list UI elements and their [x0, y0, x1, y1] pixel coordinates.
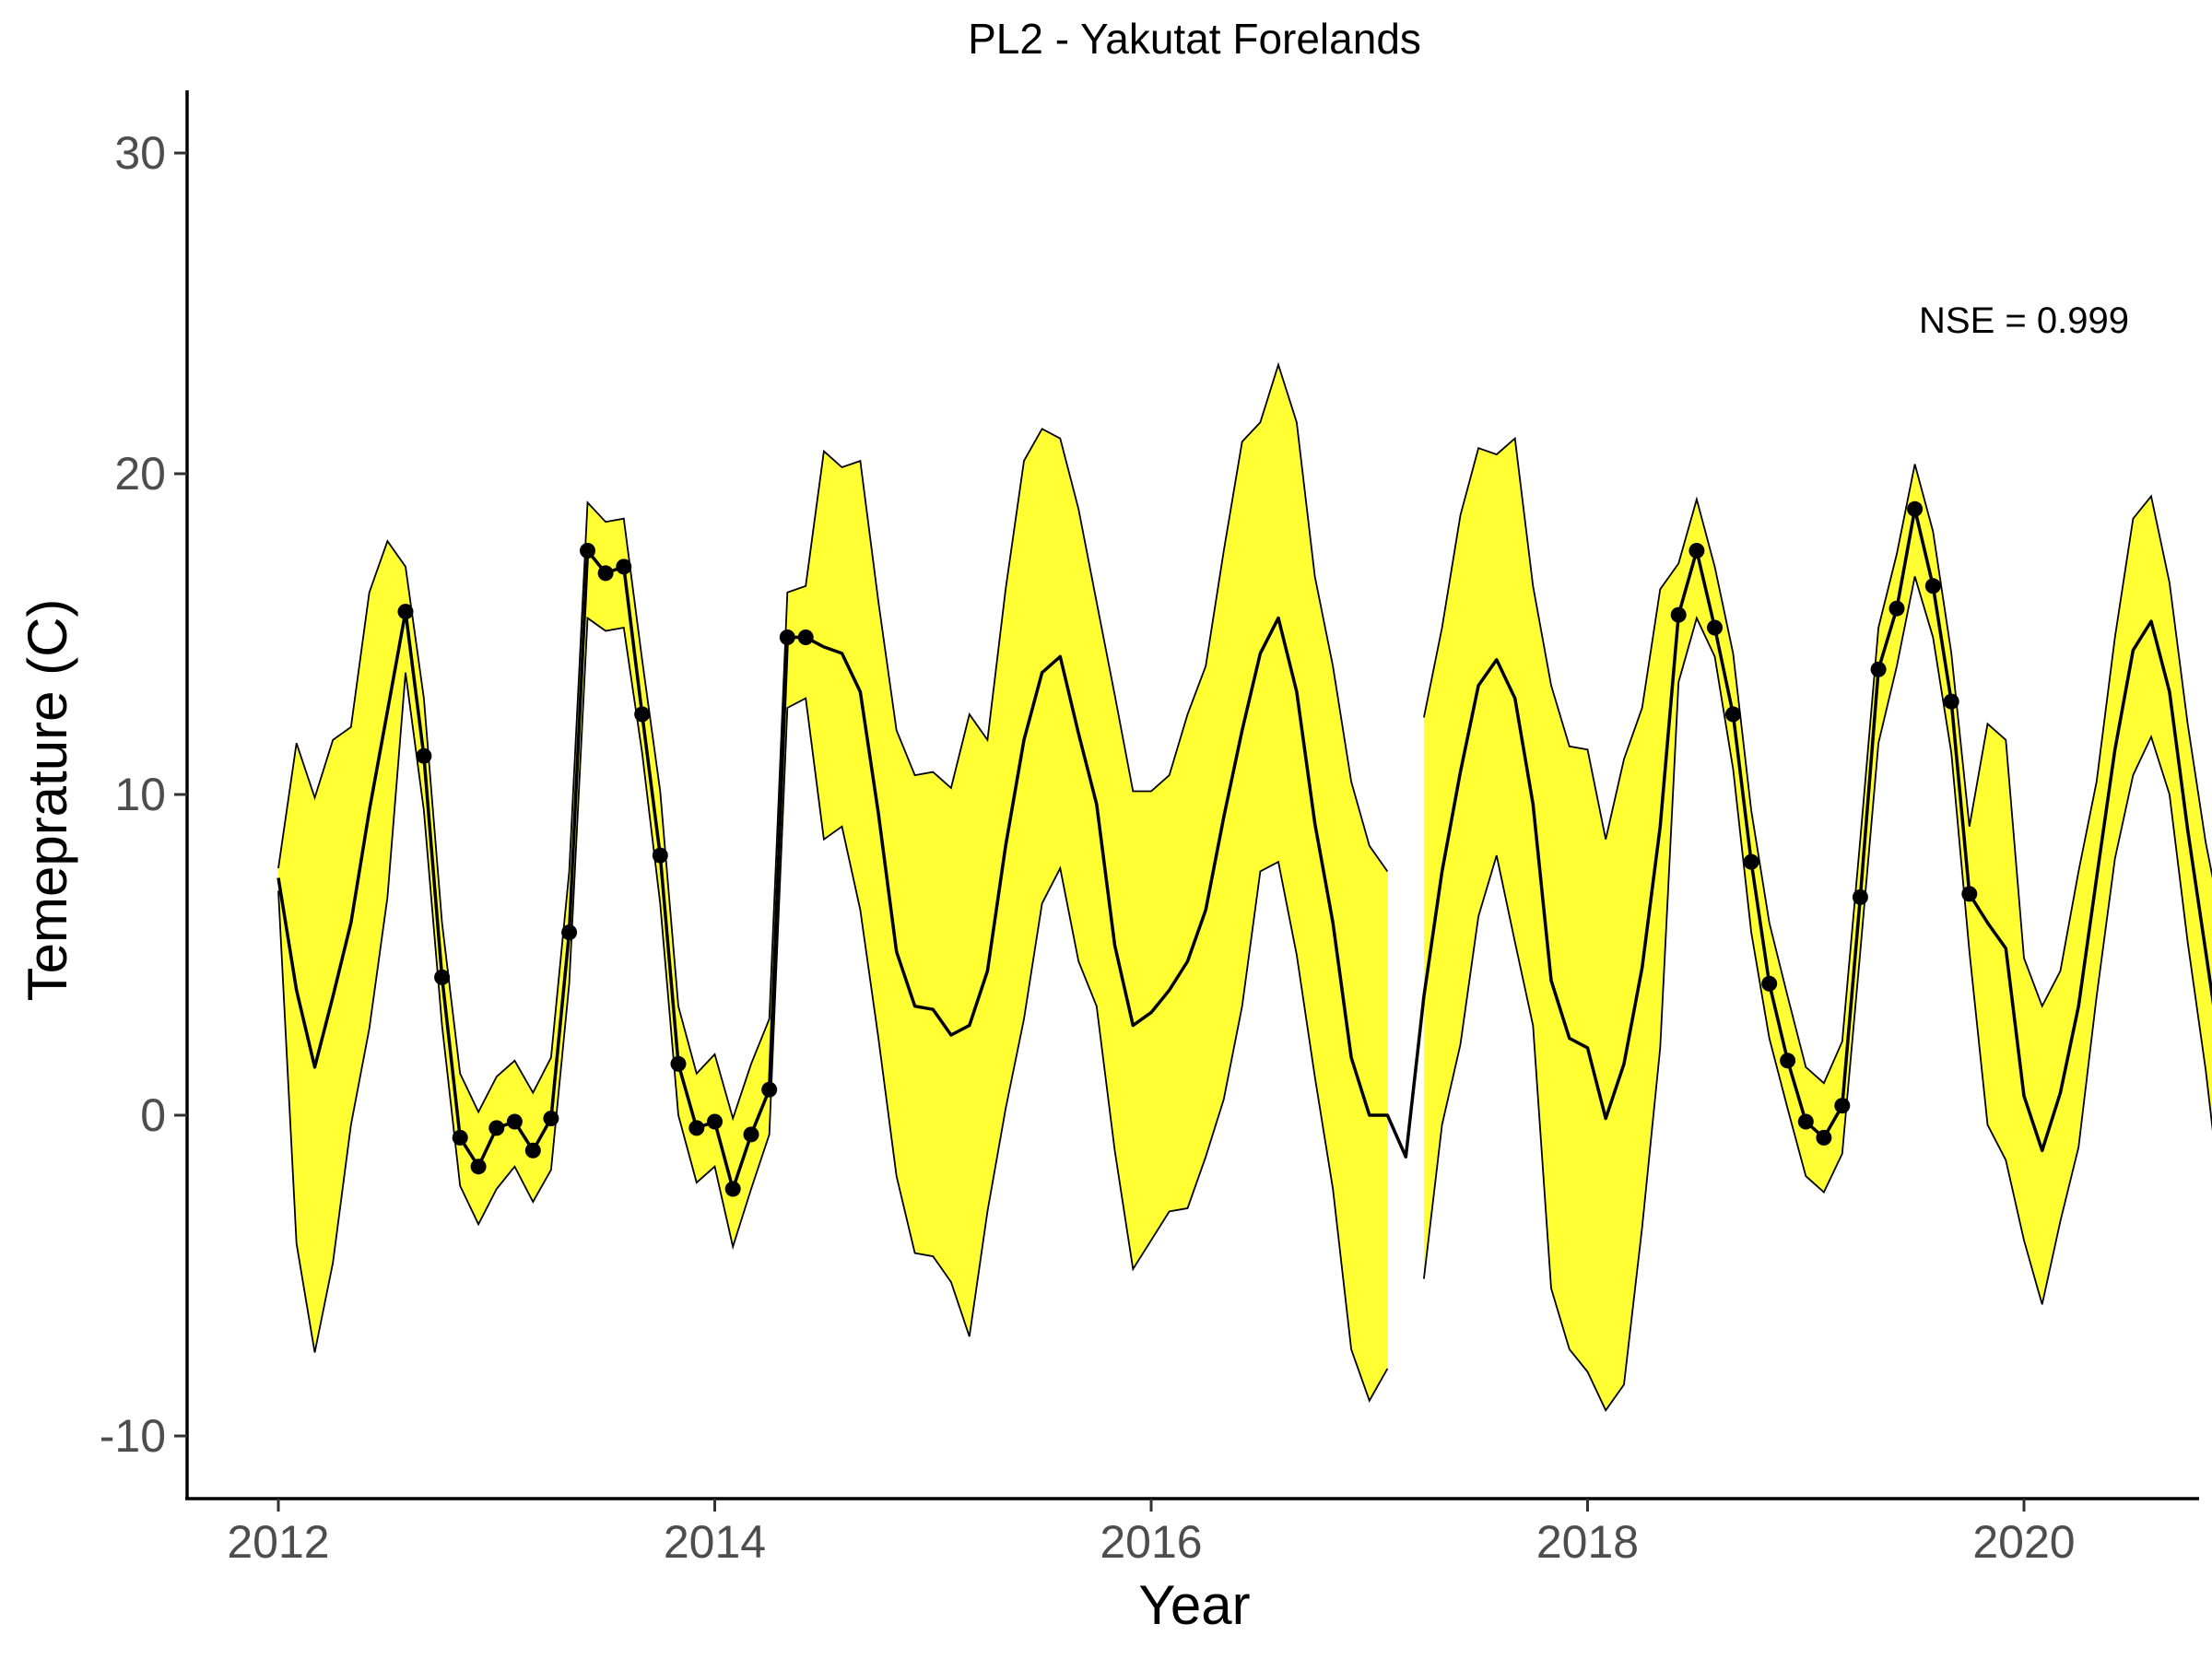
observed-point	[561, 924, 578, 941]
x-axis-title: Year	[1138, 1574, 1250, 1636]
y-tick-label: 0	[140, 1089, 166, 1141]
nse-annotation: NSE = 0.999	[1919, 300, 2129, 341]
observed-point	[670, 1055, 687, 1072]
x-tick-label: 2014	[664, 1516, 766, 1568]
observed-point	[1834, 1098, 1851, 1114]
observed-point	[1961, 886, 1978, 902]
observed-point	[1943, 693, 1959, 710]
observed-point	[634, 706, 651, 723]
y-axis-title: Temeprature (C)	[17, 599, 78, 1002]
observed-point	[1852, 888, 1868, 905]
observed-point	[1688, 543, 1705, 559]
observed-point	[1761, 975, 1778, 992]
band-fill-1	[278, 364, 1388, 1401]
observed-point	[1797, 1113, 1814, 1130]
band-upper-edge-2	[1423, 436, 2212, 1085]
x-tick-label: 2016	[1100, 1516, 1202, 1568]
observed-point	[743, 1126, 759, 1143]
observed-point	[652, 847, 668, 864]
observed-point	[779, 629, 795, 645]
observed-point	[1924, 578, 1941, 594]
observed-point	[688, 1120, 705, 1136]
y-tick-label: 20	[114, 448, 166, 500]
band-upper-edge-1	[277, 361, 1389, 1122]
x-tick-label: 2012	[227, 1516, 329, 1568]
observed-point	[1870, 661, 1887, 677]
band-lower-edge-1	[277, 616, 1389, 1403]
observed-point	[724, 1181, 741, 1197]
observed-point	[506, 1113, 523, 1130]
observed-point	[543, 1111, 559, 1126]
observed-point	[1816, 1129, 1832, 1146]
observed-point	[580, 543, 595, 559]
y-tick-label: -10	[100, 1410, 166, 1462]
x-axis-ticks: 2012 2014 2016 2018 2020	[227, 1499, 2076, 1568]
observed-point	[416, 747, 432, 764]
observed-point	[1743, 853, 1759, 870]
uncertainty-bands	[277, 361, 2212, 1412]
observed-point	[597, 565, 614, 582]
y-tick-label: 10	[114, 769, 166, 820]
observed-point	[1670, 606, 1687, 623]
observed-point	[761, 1081, 778, 1098]
observed-point	[397, 604, 414, 620]
observed-point	[488, 1120, 505, 1136]
observed-point	[1707, 619, 1723, 636]
observed-point	[524, 1142, 541, 1159]
observed-point	[470, 1159, 487, 1175]
observed-points	[397, 500, 1978, 1197]
observed-point	[1907, 500, 1924, 517]
observed-point	[452, 1129, 468, 1146]
band-lower-edge-2	[1423, 576, 2212, 1412]
observed-point	[1724, 706, 1741, 723]
chart-title: PL2 - Yakutat Forelands	[968, 15, 1421, 63]
band-fill-2	[1423, 438, 2212, 1411]
y-axis-ticks: -10 0 10 20 30	[100, 127, 187, 1462]
observed-point	[1780, 1053, 1796, 1069]
y-tick-label: 30	[114, 127, 166, 179]
observed-point	[1888, 600, 1905, 617]
x-tick-label: 2018	[1536, 1516, 1639, 1568]
observed-point	[616, 559, 632, 575]
observed-point	[797, 629, 814, 645]
x-tick-label: 2020	[1972, 1516, 2075, 1568]
observed-point	[707, 1113, 723, 1130]
observed-point	[434, 969, 451, 985]
